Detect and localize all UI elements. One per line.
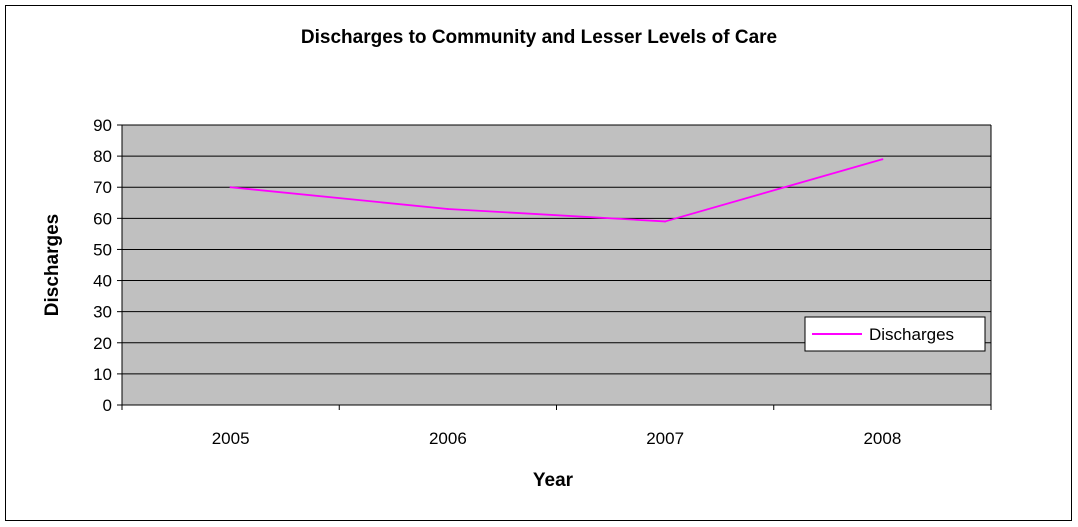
y-tick-label-10: 10: [93, 365, 112, 384]
legend: Discharges: [804, 316, 986, 352]
x-axis-title: Year: [533, 470, 574, 491]
x-tick-label-2007: 2007: [646, 429, 684, 448]
x-tick-label-2005: 2005: [212, 429, 250, 448]
y-tick-label-40: 40: [93, 272, 112, 291]
x-tick-label-2006: 2006: [429, 429, 467, 448]
y-tick-label-80: 80: [93, 147, 112, 166]
y-tick-label-90: 90: [93, 116, 112, 135]
y-axis-ticks: 0 10 20 30 40 50 60 70 80 90: [93, 116, 122, 415]
y-tick-label-20: 20: [93, 334, 112, 353]
y-tick-label-70: 70: [93, 178, 112, 197]
legend-label-discharges: Discharges: [869, 325, 954, 344]
data-point-2006: [446, 208, 449, 210]
series-layer: [229, 158, 884, 223]
data-point-2007: [664, 220, 667, 223]
data-point-2005: [229, 186, 232, 189]
y-tick-label-0: 0: [103, 396, 112, 415]
plot-area: [122, 125, 991, 405]
x-tick-label-2008: 2008: [863, 429, 901, 448]
y-axis-title: Discharges: [42, 214, 63, 316]
data-point-2008: [881, 158, 884, 161]
x-axis-ticks: 2005 2006 2007 2008: [121, 405, 992, 448]
chart-title: Discharges to Community and Lesser Level…: [301, 27, 777, 48]
y-tick-label-50: 50: [93, 240, 112, 259]
series-line-discharges: [230, 158, 883, 223]
y-tick-label-30: 30: [93, 303, 112, 322]
gridlines: [122, 124, 992, 405]
y-tick-label-60: 60: [93, 209, 112, 228]
